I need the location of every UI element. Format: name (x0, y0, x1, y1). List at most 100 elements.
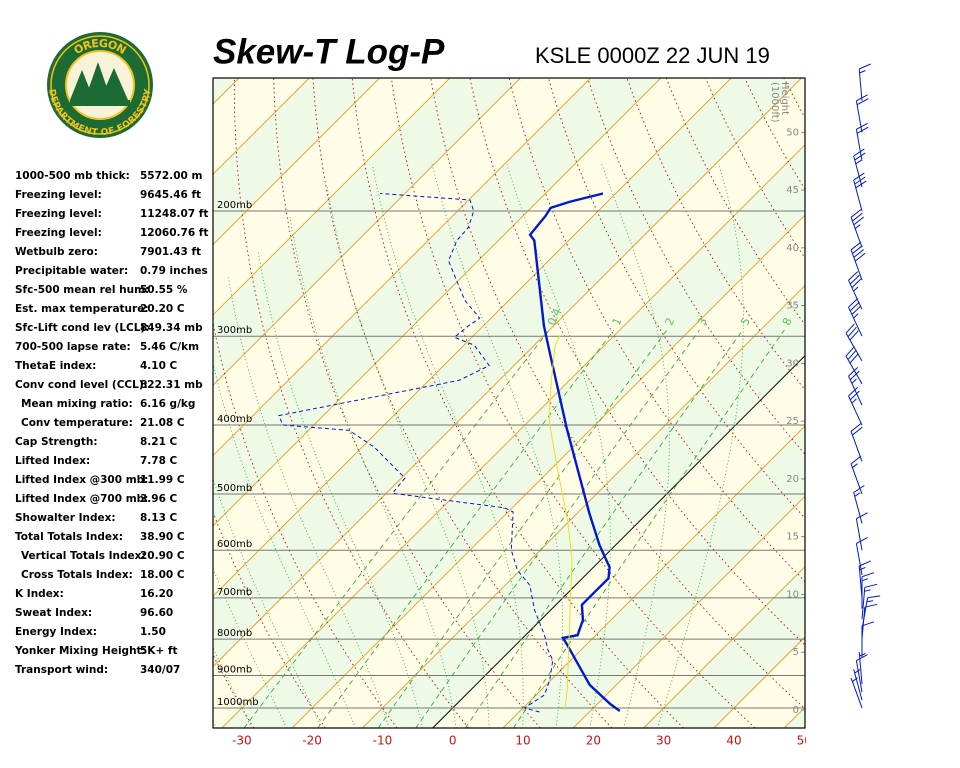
band (784, 707, 805, 728)
dry-adiabat (430, 78, 805, 710)
mixing-ratio-line (415, 329, 700, 728)
profile-line (528, 192, 621, 712)
isotherm (213, 78, 732, 597)
wind-barb (845, 323, 863, 362)
stat-label: Cap Strength: (15, 436, 98, 448)
stats: 1000-500 mb thick: 5572.00 m Freezing leve… (14, 170, 208, 676)
mixing-ratio-label: 2 (663, 316, 678, 328)
wind-barb (848, 271, 863, 310)
y-tick-label: 600mb (217, 539, 252, 550)
isotherm (291, 214, 805, 728)
wind-barb (858, 63, 871, 101)
mixing-ratio-line (317, 329, 615, 728)
station: KSLE 0000Z 22 JUN 19 (535, 43, 770, 68)
stat-value: 340/07 (140, 664, 180, 676)
wind-barb (853, 148, 866, 188)
x-tick-label: -10 (373, 734, 393, 748)
isotherm (643, 565, 805, 728)
wind-barb (855, 512, 868, 551)
stat-value: 0.79 inches (140, 265, 208, 277)
logo-top: OREGON (72, 37, 129, 57)
stat-label: Sweat Index: (15, 607, 92, 619)
isotherm (213, 78, 380, 246)
stat-label: Yonker Mixing Height: (14, 645, 146, 657)
stat-value: 20.90 C (140, 550, 185, 562)
wind-barb (845, 346, 863, 385)
stat-value: 12060.76 ft (140, 227, 208, 239)
stat-value: 5572.00 m (140, 170, 202, 182)
logo-ground (70, 100, 130, 106)
stat-label: 1000-500 mb thick: (15, 170, 130, 182)
stat-value: 50.55 % (140, 284, 188, 296)
moist-adiabat (213, 567, 288, 728)
logo-top-text: OREGON (72, 37, 129, 57)
y2-axis-label: (1000ft) (769, 82, 780, 123)
dry-adiabat (351, 78, 684, 728)
stat-label: ThetaE index: (15, 360, 96, 372)
logo-ring (50, 35, 150, 135)
wind-barb (848, 386, 863, 426)
dry-adiabat (704, 78, 805, 259)
isotherm (213, 78, 662, 527)
stat-value: 11248.07 ft (140, 208, 208, 220)
stat-label: 700-500 lapse rate: (15, 341, 131, 353)
stat-value: 11.99 C (140, 474, 185, 486)
band (925, 78, 960, 728)
y-tick-label: 700mb (217, 587, 252, 598)
moist-adiabat (326, 185, 490, 728)
band (855, 78, 960, 728)
stat-value: 5K+ ft (140, 645, 177, 657)
mixing-ratio-label: 1 (610, 316, 625, 328)
y-tick-label: 800mb (217, 628, 252, 639)
stat-value: 96.60 (140, 607, 173, 619)
stat-value: 20.20 C (140, 303, 185, 315)
moist-adiabat (228, 277, 390, 728)
y-tick-label: 200mb (217, 200, 252, 211)
dry-adiabat (213, 510, 326, 728)
stat-label: Vertical Totals Index: (21, 550, 146, 562)
stat-value: 822.31 mb (140, 379, 203, 391)
stat-label: Cross Totals Index: (21, 569, 133, 581)
y-tick-label: 900mb (217, 664, 252, 675)
stat-value: 18.00 C (140, 569, 185, 581)
stat-value: 3.96 C (140, 493, 178, 505)
stat-label: Lifted Index @700 mb: (15, 493, 148, 505)
isotherm (213, 78, 521, 387)
y2-tick-label: 30 (786, 358, 799, 369)
plot: 0.4 1 2 3 5 81000mb900mb800mb700mb600mb500mb4… (213, 78, 960, 728)
y2-tick-label: 15 (786, 532, 799, 543)
stat-value: 4.10 C (140, 360, 178, 372)
stat-label: Sfc-500 mean rel hum: (15, 284, 149, 296)
profile-line (548, 334, 573, 710)
isotherm (221, 144, 805, 728)
wind-barb (853, 669, 863, 701)
x-tick-label: -20 (302, 734, 322, 748)
wind-barb (861, 595, 881, 630)
wind-barb (850, 423, 863, 462)
stat-value: 8.21 C (140, 436, 178, 448)
stat-label: Transport wind: (15, 664, 108, 676)
title: Skew-T Log-P (213, 32, 445, 71)
dry-adiabat (233, 78, 469, 728)
isotherm (572, 495, 805, 728)
stat-label: Freezing level: (15, 208, 102, 220)
stat-label: Energy Index: (15, 626, 97, 638)
isotherm (855, 78, 960, 728)
stat-value: 16.20 (140, 588, 173, 600)
stat-label: K Index: (15, 588, 64, 600)
isotherm (432, 354, 805, 728)
dry-adiabat (823, 78, 960, 728)
wind-barb (853, 485, 865, 524)
x-tick-label: 50 (797, 734, 812, 748)
stat-label: Lifted Index: (15, 455, 90, 467)
wind-barb (850, 209, 865, 248)
x-tick-label: 10 (515, 734, 530, 748)
stat-label: Precipitable water: (15, 265, 128, 277)
stat-value: 7901.43 ft (140, 246, 201, 258)
stat-value: 849.34 mb (140, 322, 203, 334)
band (213, 78, 805, 728)
plot-frame (212, 77, 806, 729)
y2-tick-label: 40 (786, 243, 799, 254)
stat-value: 9645.46 ft (140, 189, 201, 201)
